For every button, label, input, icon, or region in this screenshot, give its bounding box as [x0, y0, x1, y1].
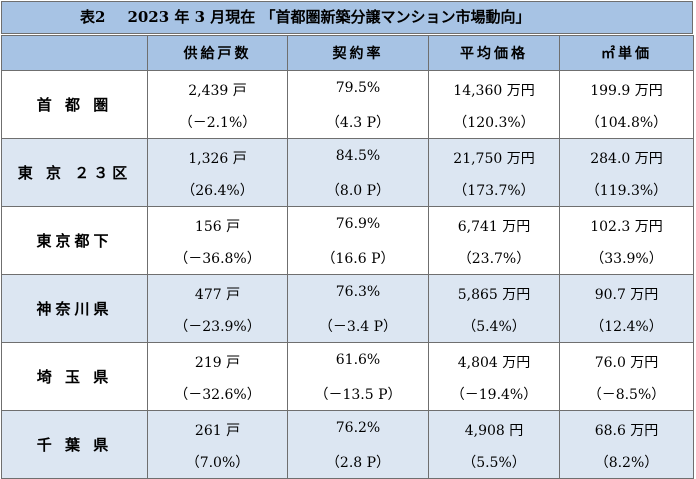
- supply-cell: 219 戸 （－32.6%）: [147, 342, 288, 411]
- average-price-value: 14,360 万円: [453, 83, 535, 99]
- average-price-cell: 4,804 万円 （－19.4%）: [428, 342, 560, 411]
- supply-value: 261 戸: [194, 423, 241, 439]
- contract-rate-value: 76.3%: [335, 284, 381, 300]
- header-row: 供給戸数 契約率 平均価格 ㎡単価: [1, 35, 694, 71]
- contract-rate-cell: 76.2% （2.8 P）: [287, 410, 429, 479]
- contract-rate-cell: 84.5% （8.0 P）: [287, 138, 429, 207]
- supply-change: （7.0%）: [185, 455, 250, 471]
- contract-rate-change: （8.0 P）: [325, 183, 391, 199]
- region-label: 首 都 圏: [1, 70, 148, 139]
- unit-price-change: （119.3%）: [585, 183, 668, 199]
- contract-rate-value: 76.9%: [335, 216, 381, 232]
- table-row: 首 都 圏 2,439 戸 （－2.1%） 79.5% （4.3 P） 14,360…: [1, 70, 694, 139]
- header-average-price: 平均価格: [428, 35, 560, 71]
- table-title: 表2 2023 年 3 月現在 「首都圏新築分譲マンション市場動向」: [1, 1, 693, 34]
- header-corner: [1, 35, 148, 71]
- supply-cell: 477 戸 （－23.9%）: [147, 274, 288, 343]
- contract-rate-cell: 79.5% （4.3 P）: [287, 70, 429, 139]
- contract-rate-value: 76.2%: [335, 420, 381, 436]
- supply-change: （－2.1%）: [178, 115, 257, 131]
- average-price-change: （173.7%）: [453, 183, 535, 199]
- supply-change: （－32.6%）: [174, 387, 261, 403]
- average-price-change: （23.7%）: [457, 251, 531, 267]
- contract-rate-value: 84.5%: [335, 148, 381, 164]
- average-price-cell: 14,360 万円 （120.3%）: [428, 70, 560, 139]
- region-label: 東京都下: [1, 206, 148, 275]
- supply-cell: 261 戸 （7.0%）: [147, 410, 288, 479]
- unit-price-cell: 90.7 万円 （12.4%）: [559, 274, 694, 343]
- unit-price-cell: 284.0 万円 （119.3%）: [559, 138, 694, 207]
- unit-price-value: 284.0 万円: [590, 151, 663, 167]
- table-caption: 2023 年 3 月現在 「首都圏新築分譲マンション市場動向」: [127, 8, 531, 26]
- contract-rate-cell: 61.6% （－13.5 P）: [287, 342, 429, 411]
- supply-value: 1,326 戸: [188, 151, 247, 167]
- average-price-cell: 21,750 万円 （173.7%）: [428, 138, 560, 207]
- average-price-value: 5,865 万円: [457, 287, 531, 303]
- table-row: 東京都下 156 戸 （－36.8%） 76.9% （16.6 P） 6,741 万…: [1, 206, 694, 275]
- average-price-change: （－19.4%）: [450, 387, 538, 403]
- average-price-cell: 4,908 円 （5.5%）: [428, 410, 560, 479]
- supply-change: （26.4%）: [181, 183, 254, 199]
- average-price-cell: 6,741 万円 （23.7%）: [428, 206, 560, 275]
- average-price-value: 21,750 万円: [453, 151, 535, 167]
- contract-rate-cell: 76.3% （－3.4 P）: [287, 274, 429, 343]
- contract-rate-change: （－13.5 P）: [314, 387, 402, 403]
- table-row: 埼 玉 県 219 戸 （－32.6%） 61.6% （－13.5 P） 4,804…: [1, 342, 694, 411]
- contract-rate-cell: 76.9% （16.6 P）: [287, 206, 429, 275]
- average-price-value: 4,908 円: [464, 423, 524, 439]
- supply-value: 219 戸: [194, 355, 241, 371]
- table-number: 表2: [80, 8, 106, 26]
- region-label: 神奈川県: [1, 274, 148, 343]
- unit-price-change: （33.9%）: [590, 251, 663, 267]
- header-unit-price: ㎡単価: [559, 35, 694, 71]
- unit-price-change: （12.4%）: [590, 319, 663, 335]
- unit-price-value: 76.0 万円: [594, 355, 659, 371]
- region-label: 千 葉 県: [1, 410, 148, 479]
- supply-cell: 2,439 戸 （－2.1%）: [147, 70, 288, 139]
- supply-cell: 156 戸 （－36.8%）: [147, 206, 288, 275]
- supply-change: （－36.8%）: [174, 251, 261, 267]
- header-contract-rate: 契約率: [287, 35, 429, 71]
- contract-rate-change: （16.6 P）: [321, 251, 395, 267]
- market-table: 供給戸数 契約率 平均価格 ㎡単価 首 都 圏 2,439 戸 （－2.1%） 7…: [1, 35, 694, 479]
- average-price-change: （5.4%）: [462, 319, 526, 335]
- supply-value: 156 戸: [194, 219, 241, 235]
- average-price-value: 6,741 万円: [457, 219, 531, 235]
- average-price-change: （120.3%）: [453, 115, 535, 131]
- average-price-change: （5.5%）: [462, 455, 526, 471]
- unit-price-cell: 76.0 万円 （－8.5%）: [559, 342, 694, 411]
- unit-price-value: 199.9 万円: [590, 83, 663, 99]
- unit-price-change: （104.8%）: [585, 115, 668, 131]
- contract-rate-change: （－3.4 P）: [318, 319, 398, 335]
- table-row: 千 葉 県 261 戸 （7.0%） 76.2% （2.8 P） 4,908 円 （5…: [1, 410, 694, 479]
- table-row: 東 京 ２３区 1,326 戸 （26.4%） 84.5% （8.0 P） 21,7…: [1, 138, 694, 207]
- table-row: 神奈川県 477 戸 （－23.9%） 76.3% （－3.4 P） 5,865 万…: [1, 274, 694, 343]
- average-price-cell: 5,865 万円 （5.4%）: [428, 274, 560, 343]
- region-label: 東 京 ２３区: [1, 138, 148, 207]
- unit-price-change: （－8.5%）: [587, 387, 666, 403]
- unit-price-change: （8.2%）: [594, 455, 659, 471]
- contract-rate-change: （2.8 P）: [325, 455, 391, 471]
- unit-price-cell: 199.9 万円 （104.8%）: [559, 70, 694, 139]
- contract-rate-change: （4.3 P）: [325, 115, 391, 131]
- contract-rate-value: 79.5%: [335, 80, 381, 96]
- supply-cell: 1,326 戸 （26.4%）: [147, 138, 288, 207]
- contract-rate-value: 61.6%: [335, 352, 381, 368]
- unit-price-value: 90.7 万円: [594, 287, 659, 303]
- header-supply: 供給戸数: [147, 35, 288, 71]
- unit-price-value: 68.6 万円: [594, 423, 659, 439]
- unit-price-value: 102.3 万円: [590, 219, 663, 235]
- supply-change: （－23.9%）: [174, 319, 261, 335]
- unit-price-cell: 68.6 万円 （8.2%）: [559, 410, 694, 479]
- supply-value: 477 戸: [194, 287, 241, 303]
- supply-value: 2,439 戸: [188, 83, 247, 99]
- region-label: 埼 玉 県: [1, 342, 148, 411]
- average-price-value: 4,804 万円: [457, 355, 531, 371]
- unit-price-cell: 102.3 万円 （33.9%）: [559, 206, 694, 275]
